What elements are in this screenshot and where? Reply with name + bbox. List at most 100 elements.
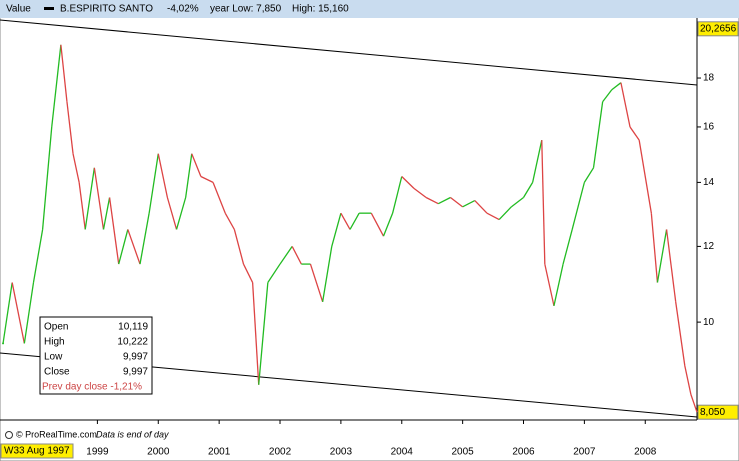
x-tick-label: 2007 bbox=[573, 447, 596, 458]
price-segment bbox=[321, 246, 333, 302]
price-segment bbox=[650, 213, 659, 283]
price-segment bbox=[2, 282, 13, 344]
price-segment bbox=[41, 126, 53, 230]
price-segment bbox=[462, 200, 476, 208]
price-segment bbox=[532, 139, 543, 183]
info-value: 9,997 bbox=[123, 367, 148, 378]
price-segment bbox=[32, 229, 44, 283]
price-segment bbox=[267, 263, 281, 283]
info-value: 10,222 bbox=[117, 337, 148, 348]
price-marker bbox=[697, 21, 739, 37]
price-segment bbox=[401, 176, 415, 189]
price-segment bbox=[583, 167, 595, 183]
price-segment bbox=[571, 182, 586, 230]
price-segment bbox=[349, 212, 360, 230]
x-tick-label: 2001 bbox=[208, 447, 231, 458]
price-segment bbox=[620, 82, 631, 128]
prev-close: Prev day close -1,21% bbox=[42, 382, 142, 393]
x-tick-label: 2008 bbox=[634, 447, 657, 458]
y-tick-label: 16 bbox=[703, 122, 715, 133]
price-segment bbox=[425, 196, 439, 205]
price-segment bbox=[242, 263, 254, 283]
price-segment bbox=[675, 301, 686, 366]
info-value: 9,997 bbox=[123, 352, 148, 363]
price-segment bbox=[629, 126, 640, 141]
info-box bbox=[39, 316, 153, 395]
year-low: year Low: 7,850 bbox=[210, 4, 282, 15]
price-segment bbox=[279, 246, 293, 265]
x-tick-label: 2006 bbox=[512, 447, 535, 458]
price-segment bbox=[370, 212, 385, 237]
price-segment bbox=[78, 182, 86, 230]
price-segment bbox=[522, 182, 534, 198]
price-segment bbox=[127, 229, 141, 265]
price-segment bbox=[72, 153, 80, 183]
price-segment bbox=[544, 263, 555, 306]
price-segment bbox=[498, 206, 512, 221]
price-segment bbox=[157, 153, 169, 198]
source: © ProRealTime.com bbox=[16, 429, 97, 439]
price-segment bbox=[258, 282, 269, 385]
info-label: High bbox=[44, 337, 65, 348]
price-segment bbox=[392, 176, 403, 214]
price-segment bbox=[291, 246, 302, 265]
price-segment bbox=[102, 197, 111, 230]
y-tick-label: 12 bbox=[703, 241, 715, 252]
price-segment bbox=[11, 282, 25, 344]
price-segment bbox=[486, 212, 500, 221]
logo bbox=[5, 431, 13, 439]
price-segment bbox=[212, 182, 226, 214]
price-segment bbox=[382, 212, 394, 237]
price-segment bbox=[656, 229, 668, 283]
x-tick-label: 2003 bbox=[330, 447, 353, 458]
change: -4,02% bbox=[167, 4, 199, 15]
price-marker-label: 8,050 bbox=[700, 407, 725, 418]
y-tick-label: 14 bbox=[703, 177, 715, 188]
y-tick-label: 10 bbox=[703, 317, 715, 328]
info-label: Open bbox=[44, 322, 68, 333]
price-segment bbox=[602, 89, 613, 103]
price-segment bbox=[592, 101, 604, 168]
price-marker bbox=[697, 404, 739, 420]
price-segment bbox=[148, 153, 159, 214]
price-segment bbox=[191, 153, 202, 177]
price-segment bbox=[175, 197, 187, 230]
x-tick-label: 2004 bbox=[391, 447, 414, 458]
price-segment bbox=[200, 175, 214, 183]
price-segment bbox=[541, 140, 546, 265]
channel-top bbox=[0, 19, 698, 86]
price-segment bbox=[233, 229, 245, 265]
price-segment bbox=[60, 44, 68, 102]
price-segment bbox=[562, 229, 573, 265]
start-box bbox=[0, 443, 74, 459]
header-bar bbox=[0, 0, 739, 18]
price-segment bbox=[437, 196, 451, 205]
note: Data is end of day bbox=[96, 429, 169, 439]
legend-swatch bbox=[44, 7, 54, 10]
price-segment bbox=[23, 282, 35, 344]
price-segment bbox=[309, 263, 324, 303]
price-segment bbox=[474, 200, 488, 214]
price-segment bbox=[139, 213, 150, 265]
price-segment bbox=[185, 153, 193, 198]
info-label: Low bbox=[44, 352, 63, 363]
year-high: High: 15,160 bbox=[292, 4, 349, 15]
info-label: Close bbox=[44, 367, 70, 378]
price-segment bbox=[510, 196, 524, 208]
price-segment bbox=[93, 167, 105, 230]
price-segment bbox=[553, 263, 564, 306]
price-segment bbox=[84, 167, 95, 230]
price-segment bbox=[690, 394, 698, 413]
price-segment bbox=[166, 197, 178, 230]
info-value: 10,119 bbox=[118, 322, 148, 333]
y-tick-label: 18 bbox=[703, 73, 715, 84]
price-segment bbox=[665, 229, 677, 302]
x-tick-label: 1999 bbox=[86, 447, 109, 458]
price-segment bbox=[331, 212, 342, 247]
price-segment bbox=[51, 44, 62, 128]
x-tick-label: 2005 bbox=[452, 447, 475, 458]
instrument: B.ESPIRITO SANTO bbox=[60, 4, 153, 15]
x-tick-label: 2000 bbox=[147, 447, 170, 458]
x-tick-label: 2002 bbox=[269, 447, 292, 458]
